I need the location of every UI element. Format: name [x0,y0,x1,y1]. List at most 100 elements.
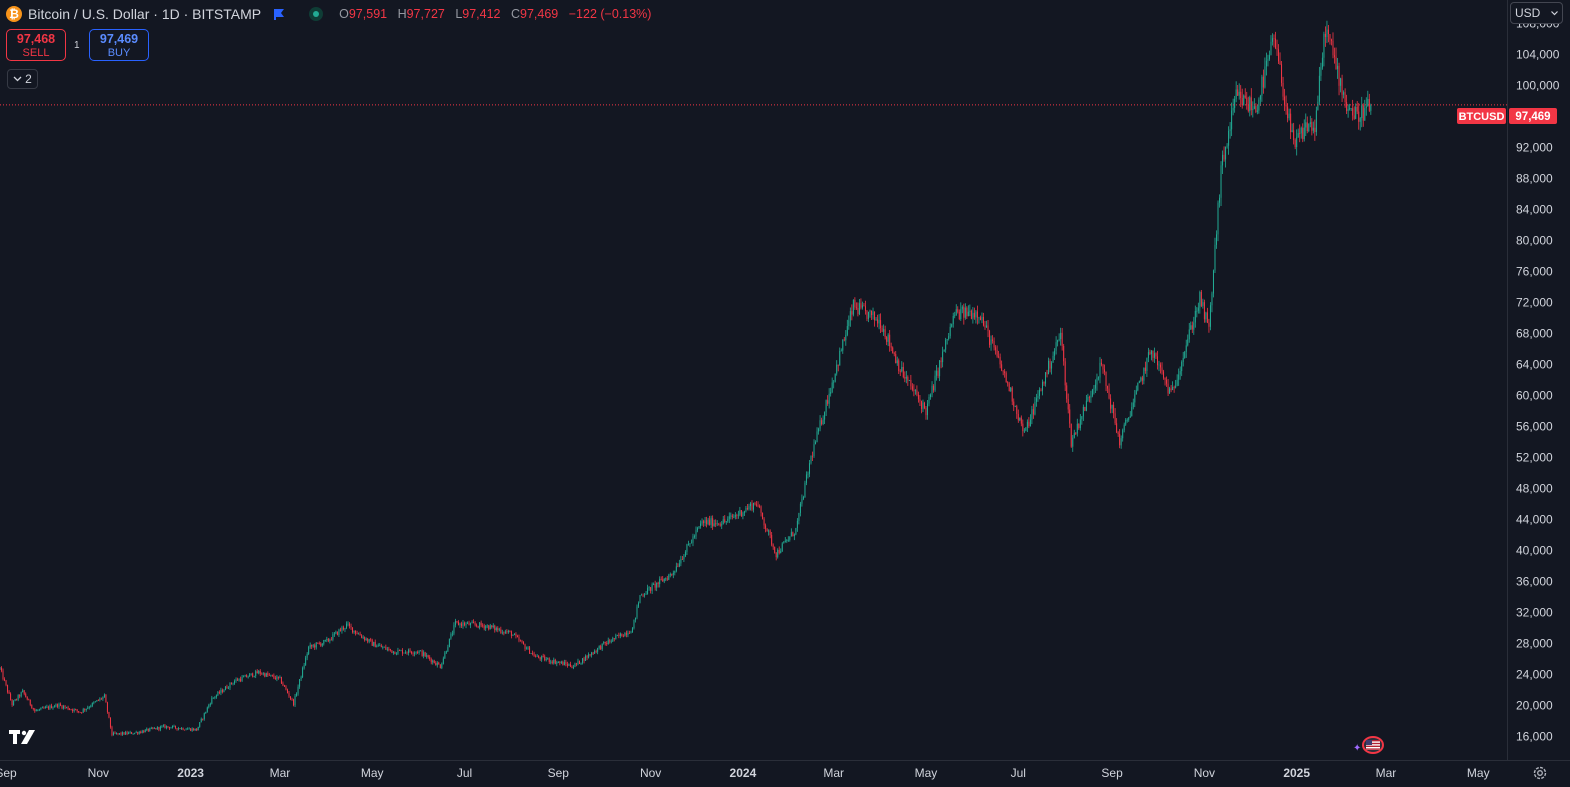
candle-body [445,651,447,653]
currency-select[interactable]: USD [1510,2,1563,24]
candle-body [690,542,692,544]
candle-body [10,693,12,700]
time-tick-label: 2023 [177,766,204,780]
candle-body [647,588,649,594]
candle-body [718,523,720,525]
candle-body [550,661,552,663]
candle-body [386,648,388,650]
candle-body [162,725,164,727]
chevron-down-icon [1551,10,1558,15]
candle-body [401,650,403,654]
economic-event-flag-icon[interactable] [1362,736,1384,754]
candle-body [1076,423,1078,434]
candle-body [156,727,158,730]
candle-body [90,706,92,708]
candle-body [796,520,798,529]
candle-body [501,632,503,634]
candle-body [111,727,113,736]
candle-body [209,703,211,706]
candle-body [822,419,824,425]
candle-body [1085,400,1087,411]
candle-body [19,695,21,697]
sell-button[interactable]: 97,468 SELL [6,29,66,61]
candle-body [137,732,139,734]
candle-body [1315,110,1317,133]
candle-body [58,704,60,707]
candle-body [837,364,839,366]
candle-body [1191,325,1193,330]
candle-body [1126,419,1128,421]
candle-body [939,360,941,377]
candle-body [314,645,316,648]
candle-body [1370,104,1372,111]
candle-body [1264,66,1266,88]
price-tick-label: 88,000 [1516,171,1553,185]
candle-body [14,699,16,701]
candle-body [810,455,812,464]
candle-body [1181,361,1183,372]
market-open-status-icon[interactable] [309,7,324,21]
candle-body [185,729,187,731]
candle-body [282,683,284,686]
candle-body [507,631,509,633]
candle-body [459,623,461,626]
candle-body [790,532,792,537]
buy-button[interactable]: 97,469 BUY [89,29,149,61]
time-tick-label: 2024 [730,766,757,780]
candle-body [1352,108,1354,116]
candle-body [114,732,116,734]
candle-body [1105,371,1107,386]
candle-body [37,710,39,711]
candle-body [1020,417,1022,424]
candle-body [1132,402,1134,408]
candle-body [442,658,444,664]
candle-body [246,675,248,678]
candle-body [1253,106,1255,109]
candle-body [324,639,326,641]
candle-body [332,634,334,640]
flag-icon[interactable] [273,8,285,20]
candle-body [60,704,62,706]
candle-body [871,310,873,316]
candle-body [153,728,155,729]
tradingview-logo-icon[interactable] [9,729,41,745]
candle-body [697,528,699,531]
price-axis[interactable]: 16,000 20,000 24,000 28,000 32,000 36,000 40,0… [1516,16,1560,743]
candle-body [342,627,344,630]
candle-body [563,662,565,666]
candle-body [1010,387,1012,392]
candle-body [848,320,850,327]
candle-body [657,582,659,585]
candle-body [874,311,876,321]
candle-body [1350,108,1352,110]
candle-body [146,728,148,730]
symbol-title[interactable]: Bitcoin / U.S. Dollar · 1D · BITSTAMP [28,6,262,22]
candle-body [116,733,118,734]
candle-body [920,401,922,409]
gear-icon[interactable] [1532,765,1548,781]
candle-body [663,578,665,582]
candle-body [628,633,630,634]
candle-body [187,728,189,730]
candle-body [1023,430,1025,432]
candle-body [56,704,58,707]
candle-body [970,310,972,319]
candle-body [178,728,180,730]
candle-body [1043,381,1045,384]
candle-body [1296,137,1298,148]
candle-body [625,632,627,635]
candle-body [681,559,683,560]
candle-body [1247,105,1249,112]
time-axis[interactable]: Sep Nov 2023 Mar May Jul Sep Nov 2024 Mar May Jul Se… [0,766,1490,780]
candle-body [1064,361,1066,386]
candle-body [1229,129,1231,131]
candle-body [223,690,225,693]
candle-body [476,624,478,626]
candle-body [1163,371,1165,378]
candle-body [232,683,234,685]
candle-body [494,625,496,631]
time-tick-label: Sep [0,766,17,780]
indicators-toggle-button[interactable]: 2 [7,69,38,89]
candle-body [503,632,505,634]
